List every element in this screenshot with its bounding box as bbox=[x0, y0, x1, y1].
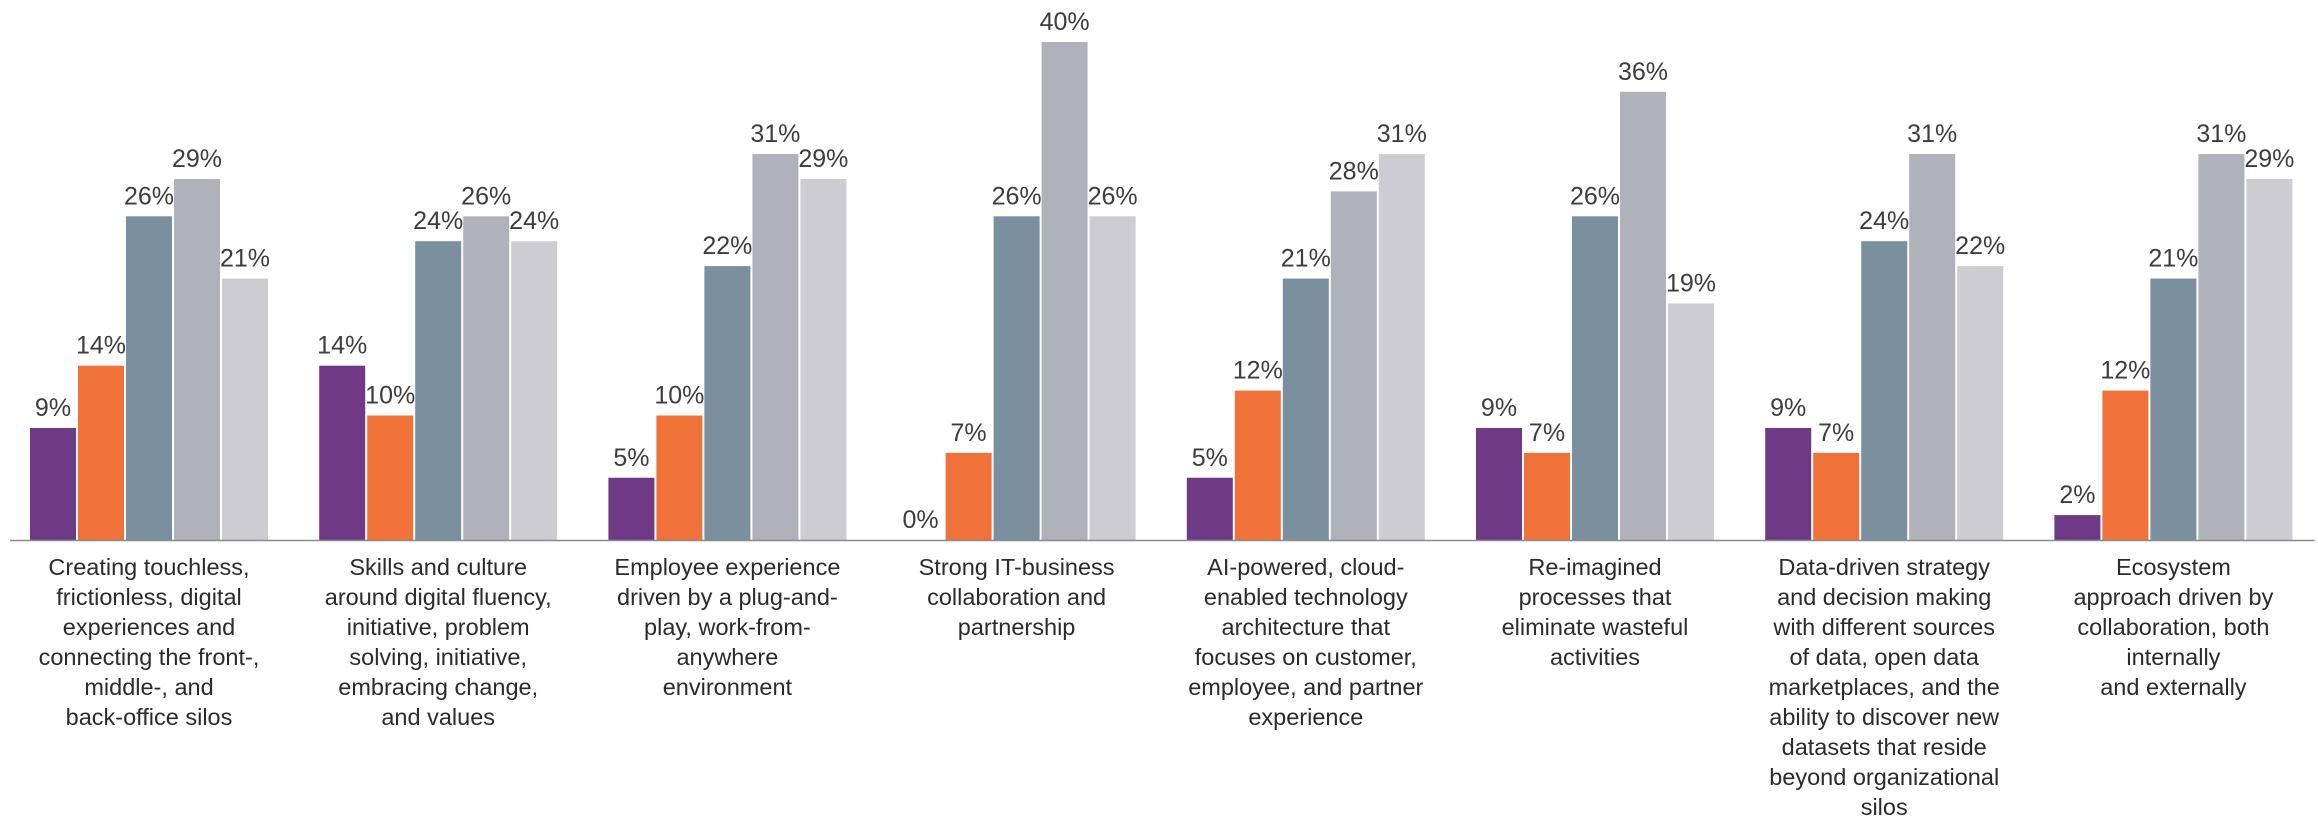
data-label: 5% bbox=[613, 444, 649, 472]
bar bbox=[1861, 241, 1908, 540]
data-label: 9% bbox=[1481, 394, 1517, 422]
data-label: 0% bbox=[903, 506, 939, 534]
data-label: 31% bbox=[1907, 120, 1957, 148]
category-label: Re-imagined processes that eliminate waste… bbox=[1502, 554, 1689, 670]
bar bbox=[1041, 42, 1088, 540]
bar bbox=[319, 365, 366, 540]
data-label: 29% bbox=[2244, 145, 2294, 173]
category-label: Employee experience driven by a plug-and-… bbox=[614, 554, 840, 700]
data-label: 21% bbox=[220, 245, 270, 273]
data-label: 26% bbox=[461, 182, 511, 210]
bar-group: 9% 7% 24% 31% 22% bbox=[1765, 120, 2005, 541]
data-label: 5% bbox=[1192, 444, 1228, 472]
bar bbox=[1765, 427, 1812, 540]
bar bbox=[1234, 390, 1281, 540]
data-label: 31% bbox=[2196, 120, 2246, 148]
data-label: 12% bbox=[1233, 357, 1283, 385]
category-label: Skills and culture around digital fluency… bbox=[325, 554, 552, 730]
data-label: 26% bbox=[1088, 182, 1138, 210]
data-label: 28% bbox=[1329, 157, 1379, 185]
bar bbox=[2246, 178, 2293, 540]
bar bbox=[1813, 452, 1860, 540]
bar bbox=[2150, 278, 2197, 540]
bar-group: 9% 7% 26% 36% 19% bbox=[1476, 58, 1716, 541]
data-label: 29% bbox=[172, 145, 222, 173]
bar-group: 5% 12% 21% 28% 31% bbox=[1186, 120, 1427, 541]
bar bbox=[752, 154, 799, 541]
bar bbox=[174, 178, 220, 540]
bar bbox=[2198, 154, 2245, 541]
bar bbox=[415, 241, 462, 540]
bar bbox=[2054, 515, 2101, 540]
data-label: 31% bbox=[1377, 120, 1427, 148]
data-label: 36% bbox=[1618, 58, 1668, 86]
bar bbox=[800, 178, 847, 540]
bar bbox=[1330, 191, 1377, 540]
bar bbox=[2102, 390, 2149, 540]
bar bbox=[78, 365, 124, 540]
category-label: Ecosystem approach driven by collaboration… bbox=[2073, 554, 2273, 700]
bar-group: 0% 7% 26% 40% 26% bbox=[903, 8, 1138, 541]
data-label: 19% bbox=[1666, 269, 1716, 297]
bar bbox=[1668, 303, 1714, 540]
bar bbox=[1282, 278, 1329, 540]
data-label: 26% bbox=[1570, 182, 1620, 210]
bar bbox=[1089, 216, 1136, 541]
data-label: 10% bbox=[654, 382, 704, 410]
category-label: AI-powered, cloud-enabled technology arch… bbox=[1188, 554, 1423, 730]
data-label: 26% bbox=[124, 182, 174, 210]
bar bbox=[1378, 154, 1425, 541]
bar bbox=[1572, 216, 1618, 541]
bar bbox=[1476, 427, 1522, 540]
bar bbox=[1909, 154, 1956, 541]
data-label: 7% bbox=[951, 419, 987, 447]
data-label: 22% bbox=[702, 232, 752, 260]
bar-group: 2% 12% 21% 31%29% bbox=[2054, 120, 2294, 541]
bar bbox=[1524, 452, 1570, 540]
data-label: 12% bbox=[2100, 357, 2150, 385]
bar bbox=[511, 241, 558, 540]
data-label: 21% bbox=[1281, 245, 1331, 273]
data-label: 10% bbox=[365, 382, 415, 410]
bar bbox=[222, 278, 268, 540]
data-label: 24% bbox=[1859, 207, 1909, 235]
category-label: Strong IT-business collaboration and partn… bbox=[919, 554, 1115, 640]
data-label: 2% bbox=[2059, 481, 2095, 509]
bar bbox=[945, 452, 992, 540]
data-label: 7% bbox=[1529, 419, 1565, 447]
bar bbox=[367, 415, 414, 540]
data-label: 31% bbox=[750, 120, 800, 148]
data-label: 9% bbox=[35, 394, 71, 422]
data-label: 24% bbox=[413, 207, 463, 235]
bar bbox=[656, 415, 703, 540]
data-label: 9% bbox=[1770, 394, 1806, 422]
data-label: 24% bbox=[509, 207, 559, 235]
data-label: 29% bbox=[798, 145, 848, 173]
bar bbox=[1957, 266, 2004, 540]
bar-group: 14% 10% 24%26%24% bbox=[317, 182, 559, 541]
category-label: Data-driven strategy and decision making w… bbox=[1769, 554, 2001, 820]
data-label: 22% bbox=[1955, 232, 2005, 260]
data-label: 14% bbox=[317, 332, 367, 360]
bar bbox=[126, 216, 172, 541]
bar bbox=[993, 216, 1040, 541]
data-label: 14% bbox=[76, 332, 126, 360]
bar bbox=[1620, 91, 1666, 541]
category-label: Creating touchless, frictionless, digital… bbox=[39, 554, 260, 730]
data-label: 40% bbox=[1040, 8, 1090, 36]
bar bbox=[608, 477, 655, 540]
bar-group: 9% 14% 26% 29% 21% bbox=[30, 145, 270, 541]
bar bbox=[1186, 477, 1233, 540]
bar bbox=[704, 266, 751, 540]
data-label: 26% bbox=[992, 182, 1042, 210]
data-label: 21% bbox=[2148, 245, 2198, 273]
data-label: 7% bbox=[1818, 419, 1854, 447]
bar bbox=[30, 427, 76, 540]
bar bbox=[463, 216, 510, 541]
bar-group: 5% 10% 22% 31%29% bbox=[608, 120, 848, 541]
